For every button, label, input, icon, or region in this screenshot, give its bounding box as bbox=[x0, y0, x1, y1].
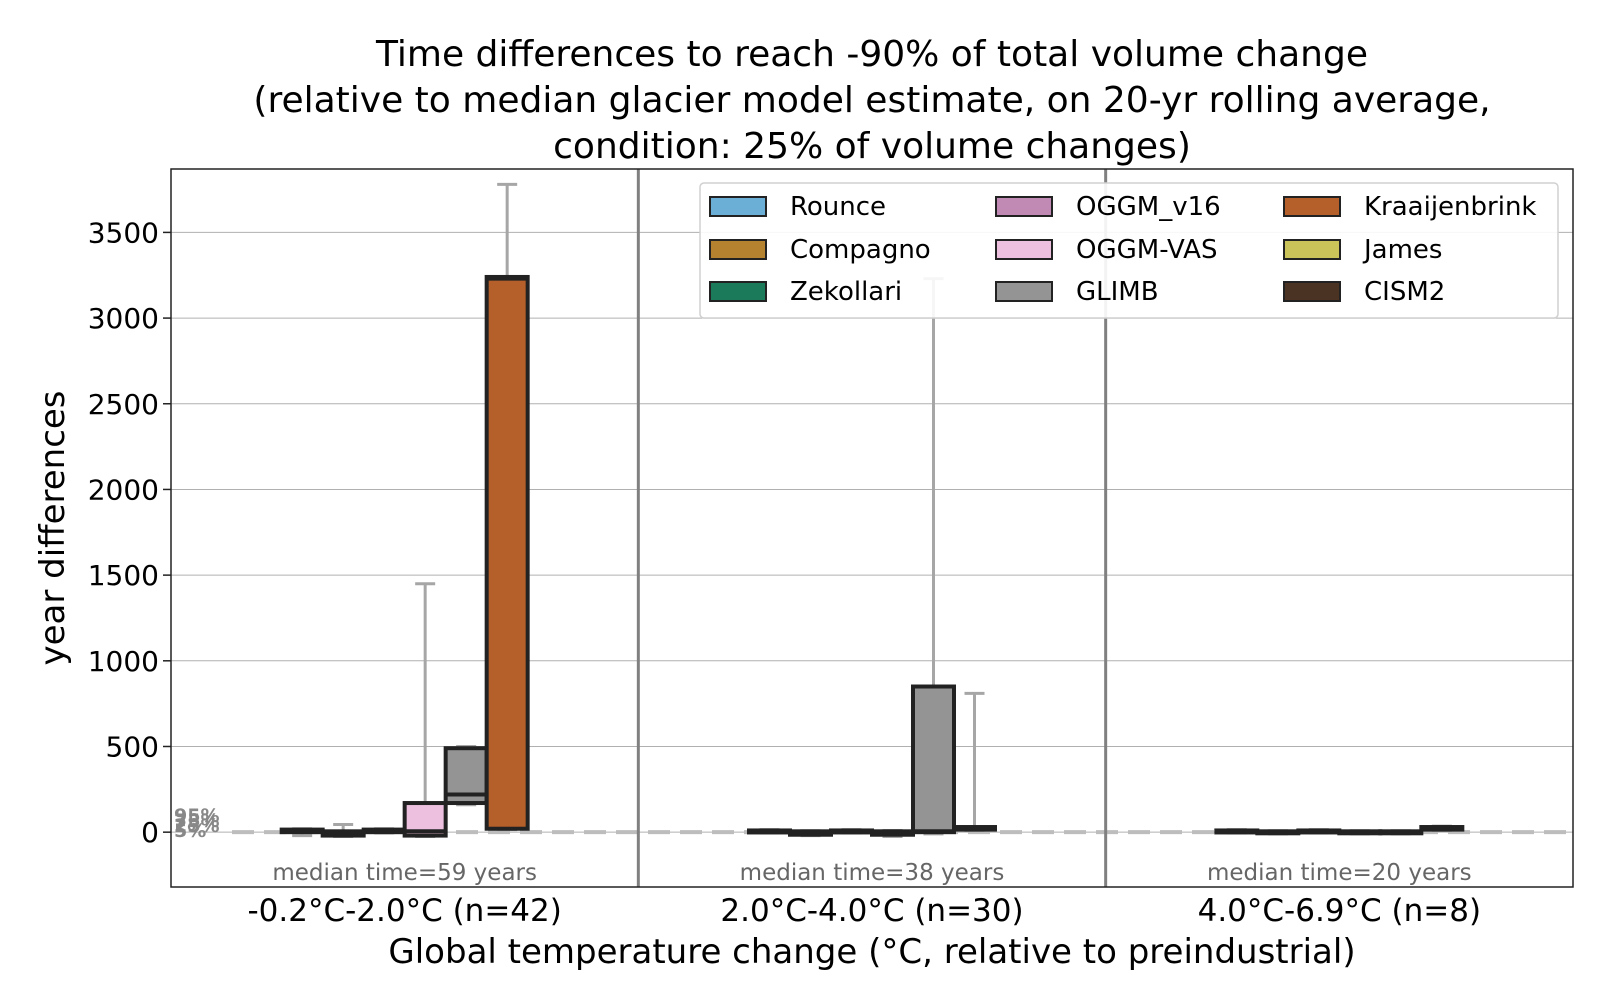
box-oggm-v16 bbox=[829, 828, 874, 835]
title-line: Time differences to reach -90% of total … bbox=[375, 34, 1368, 75]
box-zekollari bbox=[1255, 829, 1301, 836]
percentile-labels: 95%75%25%5% bbox=[174, 805, 219, 842]
median-time-label: median time=59 years bbox=[272, 860, 537, 886]
median-time-label: median time=38 years bbox=[740, 860, 1005, 886]
box-oggm-vas bbox=[1337, 829, 1383, 836]
legend-label: GLIMB bbox=[1076, 277, 1159, 307]
legend-swatch bbox=[1283, 196, 1341, 217]
legend-box bbox=[699, 182, 1559, 319]
legend-label: Compagno bbox=[790, 235, 931, 265]
legend-label: OGGM_v16 bbox=[1076, 192, 1221, 222]
bars bbox=[279, 182, 1465, 838]
title-line: (relative to median glacier model estima… bbox=[253, 80, 1490, 121]
legend-label: Kraaijenbrink bbox=[1364, 192, 1536, 222]
plot-frame bbox=[170, 168, 1574, 888]
legend-item: CISM2 bbox=[1283, 277, 1445, 307]
category-label: -0.2°C-2.0°C (n=42) bbox=[247, 893, 561, 929]
y-tick-label: 2500 bbox=[88, 388, 159, 421]
box-zekollari bbox=[788, 829, 833, 838]
y-axis-label: year differences bbox=[33, 390, 73, 665]
chart-title: Time differences to reach -90% of total … bbox=[253, 34, 1490, 167]
box-oggm-vas bbox=[870, 828, 915, 838]
legend-swatch bbox=[1283, 239, 1341, 260]
legend: Rounce Compagno Zekollari OGGM_v16 OGGM-VAS G… bbox=[699, 182, 1559, 319]
box-compagno bbox=[1214, 828, 1260, 835]
percentile-label: 25% bbox=[174, 815, 219, 837]
legend-swatch bbox=[995, 239, 1053, 260]
legend-label: CISM2 bbox=[1364, 277, 1445, 307]
box-oggm-vas bbox=[402, 582, 448, 838]
legend-item: OGGM_v16 bbox=[995, 192, 1221, 222]
category-label: 2.0°C-4.0°C (n=30) bbox=[720, 893, 1023, 929]
legend-swatch bbox=[709, 196, 767, 217]
legend-swatch bbox=[709, 239, 767, 260]
box-oggm-v16 bbox=[1296, 828, 1342, 835]
plot-area-border bbox=[170, 168, 1574, 888]
percentile-label: 75% bbox=[174, 810, 219, 832]
title-line: condition: 25% of volume changes) bbox=[553, 126, 1191, 167]
box-glimb bbox=[443, 744, 489, 807]
box-compagno bbox=[747, 828, 792, 835]
legend-swatch bbox=[995, 196, 1053, 217]
legend-item: Zekollari bbox=[709, 277, 902, 307]
legend-item: Rounce bbox=[709, 192, 886, 222]
y-tick-label: 2000 bbox=[88, 473, 159, 506]
y-tick-label: 3500 bbox=[88, 216, 159, 249]
percentile-label: 95% bbox=[174, 805, 219, 827]
percentile-label: 5% bbox=[174, 820, 206, 842]
y-axis-ticks: 0 500 1000 1500 2000 2500 3000 3500 bbox=[88, 216, 171, 849]
legend-swatch bbox=[1283, 281, 1341, 302]
box-kraaijenbrink bbox=[952, 691, 997, 832]
box-glimb bbox=[911, 277, 956, 836]
y-tick-label: 500 bbox=[106, 730, 159, 763]
box-compagno bbox=[279, 827, 325, 838]
x-axis-label: Global temperature change (°C, relative … bbox=[388, 932, 1355, 972]
legend-label: James bbox=[1362, 235, 1442, 265]
x-axis-categories: median time=59 years -0.2°C-2.0°C (n=42) m… bbox=[247, 860, 1481, 929]
y-tick-label: 1000 bbox=[88, 645, 159, 678]
legend-item: James bbox=[1283, 235, 1442, 265]
legend-swatch bbox=[995, 281, 1053, 302]
legend-label: Rounce bbox=[790, 192, 886, 222]
category-label: 4.0°C-6.9°C (n=8) bbox=[1198, 893, 1481, 929]
legend-item: Kraaijenbrink bbox=[1283, 192, 1536, 222]
box-rect bbox=[911, 684, 956, 835]
box-kraaijenbrink bbox=[1419, 824, 1465, 832]
legend-swatch bbox=[709, 281, 767, 302]
legend-label: OGGM-VAS bbox=[1076, 235, 1217, 265]
y-tick-label: 0 bbox=[141, 816, 159, 849]
box-glimb bbox=[1378, 829, 1424, 836]
y-tick-label: 1500 bbox=[88, 559, 159, 592]
box-rect bbox=[484, 274, 530, 831]
legend-label: Zekollari bbox=[790, 277, 902, 307]
grid bbox=[171, 231, 1573, 833]
box-oggm-v16 bbox=[361, 827, 407, 835]
box-zekollari bbox=[320, 822, 366, 838]
median-time-label: median time=20 years bbox=[1207, 860, 1472, 886]
legend-item: Compagno bbox=[709, 235, 931, 265]
box-kraaijenbrink bbox=[484, 182, 530, 832]
y-tick-label: 3000 bbox=[88, 302, 159, 335]
legend-item: GLIMB bbox=[995, 277, 1159, 307]
legend-item: OGGM-VAS bbox=[995, 235, 1217, 265]
